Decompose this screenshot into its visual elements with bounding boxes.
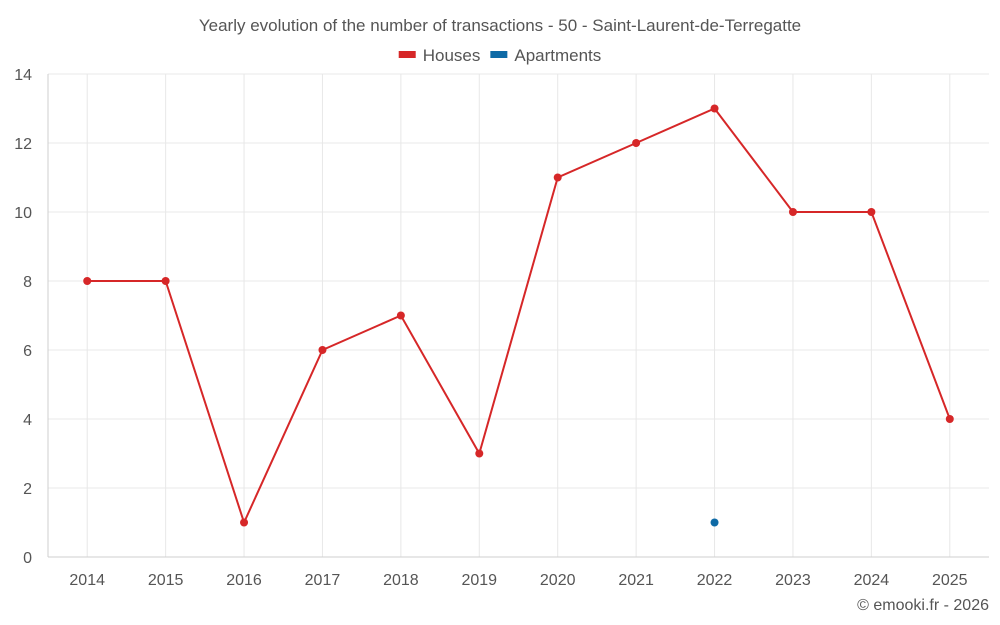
legend-item-houses[interactable]: Houses <box>398 46 481 65</box>
y-tick-label: 0 <box>23 550 32 567</box>
houses-point-2020[interactable] <box>553 173 562 182</box>
x-tick-label: 2023 <box>775 572 811 589</box>
houses-point-2023[interactable] <box>788 208 797 216</box>
y-tick-label: 4 <box>23 412 32 429</box>
houses-point-2022[interactable] <box>710 104 719 113</box>
houses-point-2014[interactable] <box>83 277 92 285</box>
houses-series-line <box>87 107 951 526</box>
legend-swatch <box>490 51 508 58</box>
credit-text: © emooki.fr - 2026 <box>857 597 989 614</box>
legend-swatch <box>398 51 416 58</box>
x-tick-label: 2022 <box>697 572 733 589</box>
y-tick-label: 2 <box>23 481 32 498</box>
grid <box>48 73 989 557</box>
y-tick-label: 6 <box>23 343 32 360</box>
y-tick-label: 8 <box>23 274 32 291</box>
houses-point-2024[interactable] <box>867 208 876 216</box>
legend-item-apartments[interactable]: Apartments <box>490 46 601 65</box>
legend-label: Houses <box>423 46 481 65</box>
y-tick-label: 12 <box>14 136 32 153</box>
y-tick-label: 14 <box>14 67 32 84</box>
x-tick-label: 2021 <box>618 572 654 589</box>
axes: 0 2 4 6 8 10 12 14 2014 2015 2016 2017 2018 2019 2020 2… <box>14 67 989 589</box>
x-tick-label: 2016 <box>226 572 262 589</box>
houses-point-2025[interactable] <box>945 415 954 423</box>
chart-title: Yearly evolution of the number of transa… <box>199 16 801 35</box>
legend: Houses Apartments <box>398 46 601 65</box>
series-layer <box>83 104 954 527</box>
x-tick-label: 2015 <box>148 572 184 589</box>
x-tick-label: 2020 <box>540 572 576 589</box>
x-tick-label: 2019 <box>461 572 497 589</box>
houses-point-2019[interactable] <box>475 449 484 458</box>
houses-point-2015[interactable] <box>161 277 170 285</box>
houses-point-2016[interactable] <box>240 518 249 527</box>
x-tick-label: 2018 <box>383 572 419 589</box>
legend-label: Apartments <box>514 46 601 65</box>
houses-point-2017[interactable] <box>318 346 327 354</box>
x-tick-label: 2017 <box>305 572 341 589</box>
x-tick-label: 2024 <box>854 572 890 589</box>
x-tick-label: 2014 <box>69 572 105 589</box>
houses-point-2018[interactable] <box>396 311 405 320</box>
apartments-point-2022[interactable] <box>710 518 719 527</box>
x-tick-label: 2025 <box>932 572 968 589</box>
y-tick-label: 10 <box>14 205 32 222</box>
houses-point-2021[interactable] <box>632 139 641 147</box>
